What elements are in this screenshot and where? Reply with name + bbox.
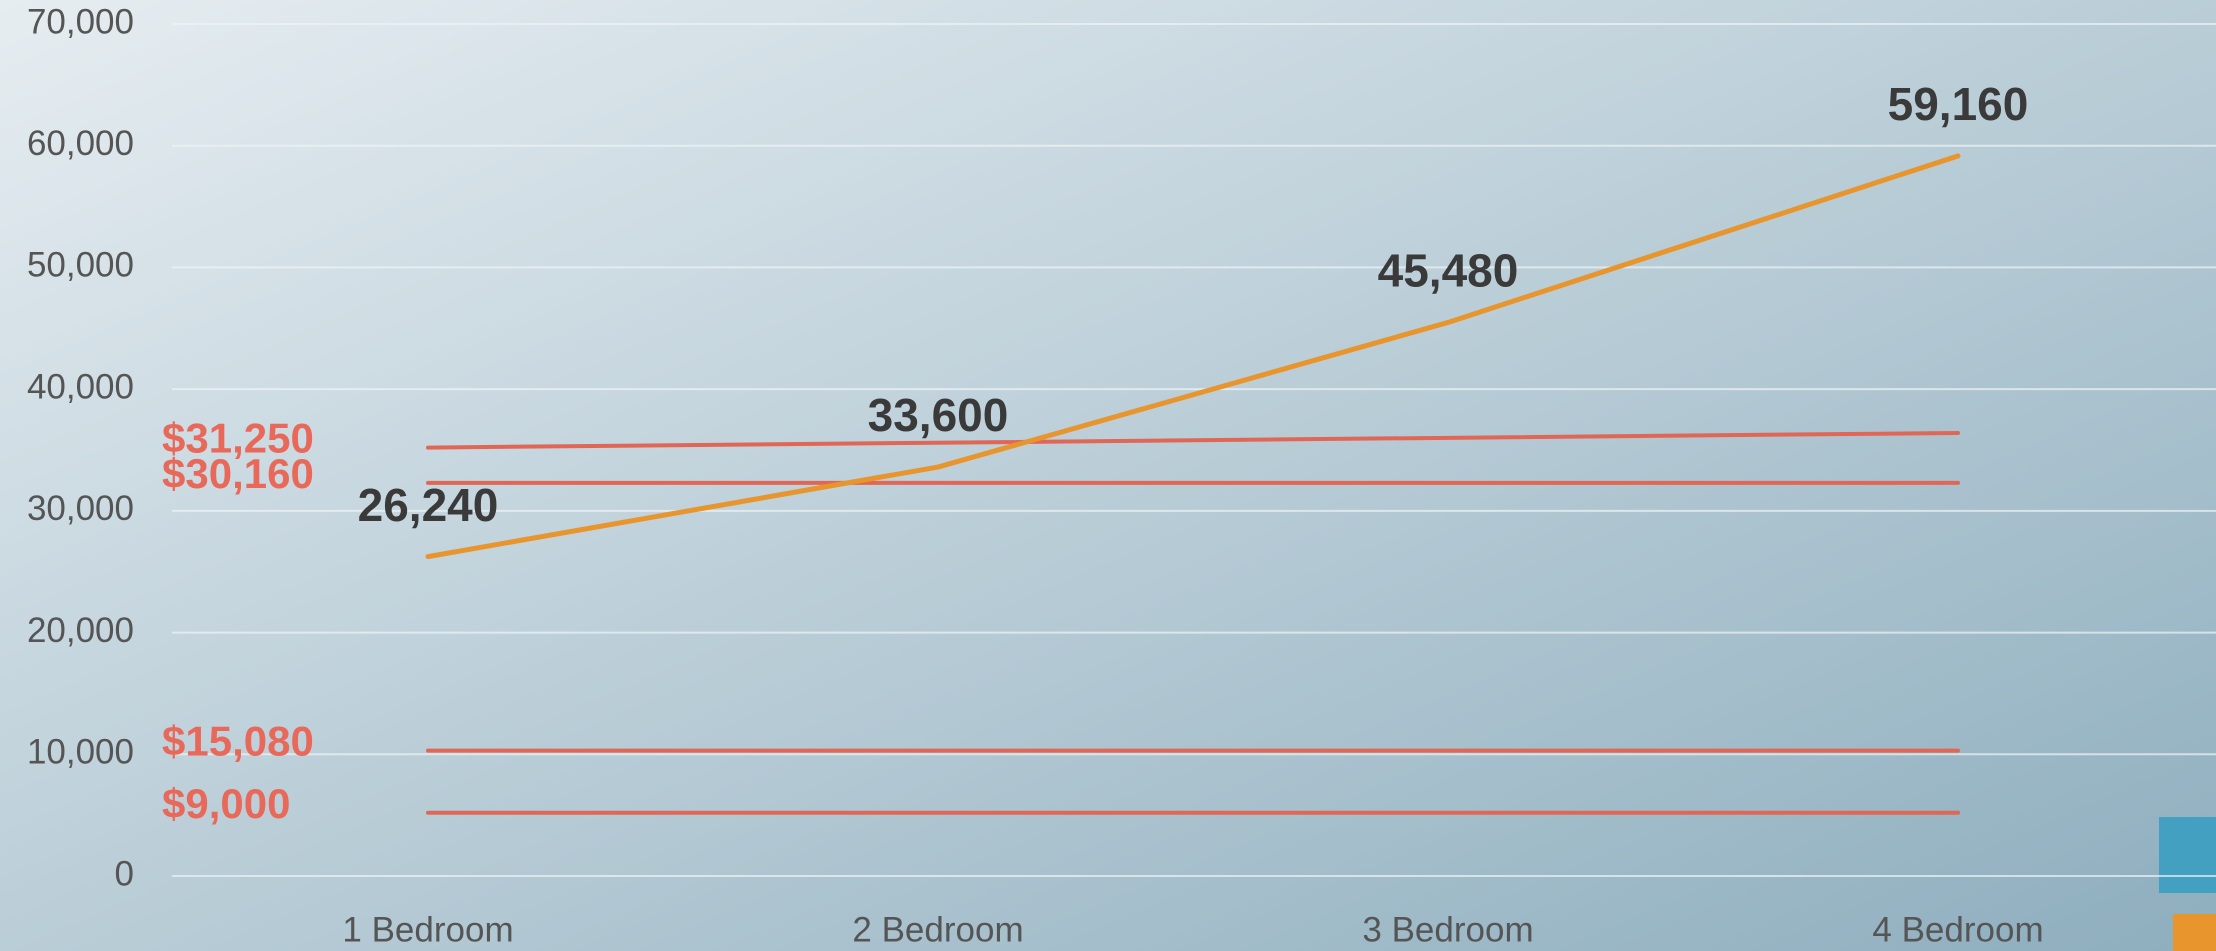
reference-label: $15,080 xyxy=(162,718,314,765)
legend-swatch xyxy=(2159,817,2216,893)
y-tick-label: 70,000 xyxy=(27,2,134,41)
y-tick-label: 50,000 xyxy=(27,246,134,285)
data-label: 33,600 xyxy=(868,389,1009,441)
y-tick-label: 40,000 xyxy=(27,367,134,406)
x-tick-label: 4 Bedroom xyxy=(1872,910,2043,949)
reference-label: $31,250 xyxy=(162,415,314,462)
data-label: 45,480 xyxy=(1378,245,1519,297)
reference-label: $30,160 xyxy=(162,450,314,497)
legend-swatch xyxy=(2173,914,2216,951)
y-tick-label: 30,000 xyxy=(27,489,134,528)
data-label: 59,160 xyxy=(1888,78,2029,130)
y-tick-label: 0 xyxy=(115,854,134,893)
x-tick-label: 3 Bedroom xyxy=(1362,910,1533,949)
y-tick-label: 10,000 xyxy=(27,733,134,772)
reference-line xyxy=(426,430,1960,450)
y-tick-label: 20,000 xyxy=(27,611,134,650)
reference-label: $9,000 xyxy=(162,780,290,827)
data-label: 26,240 xyxy=(358,479,499,531)
x-tick-label: 1 Bedroom xyxy=(342,910,513,949)
data-line xyxy=(425,153,1961,560)
y-tick-label: 60,000 xyxy=(27,124,134,163)
x-tick-label: 2 Bedroom xyxy=(852,910,1023,949)
